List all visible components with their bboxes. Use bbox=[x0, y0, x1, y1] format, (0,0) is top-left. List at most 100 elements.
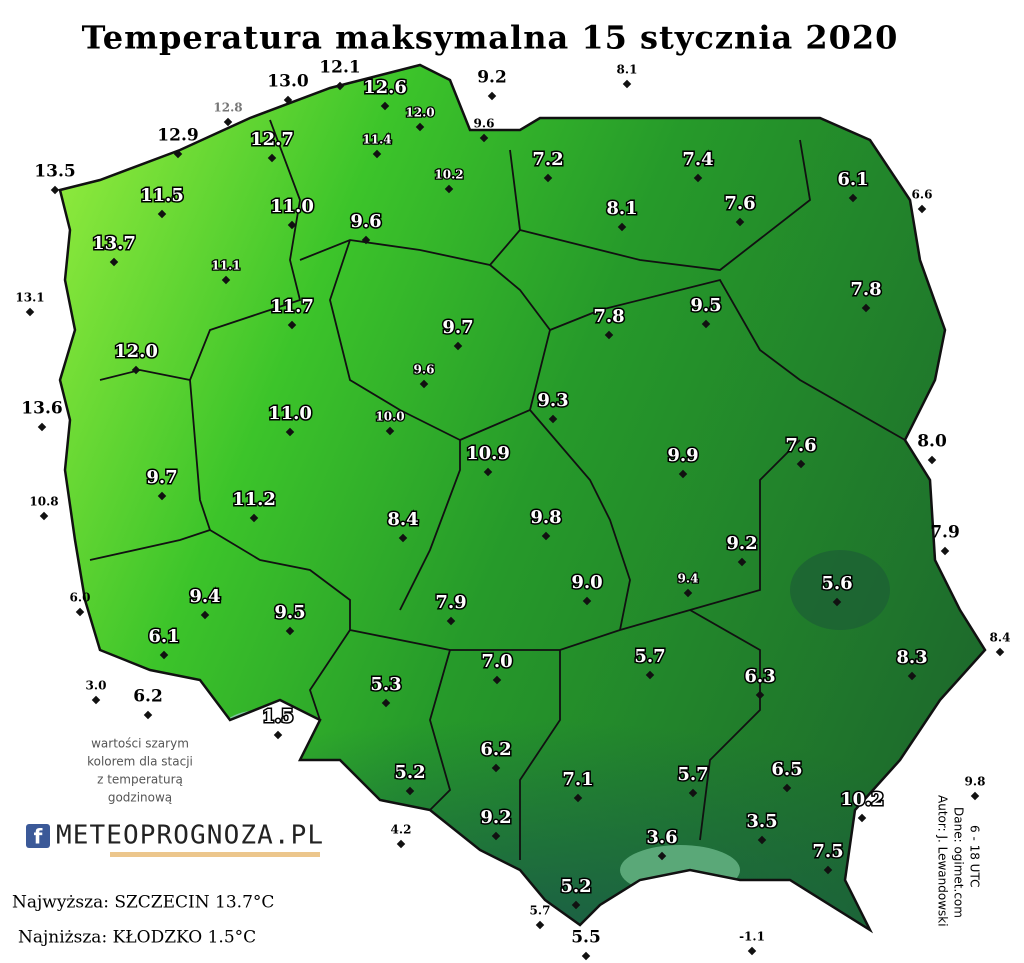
station-dot bbox=[857, 813, 867, 823]
note-line: godzinową bbox=[108, 791, 172, 805]
station-value: 6.2 bbox=[133, 687, 163, 707]
station-value: 9.6 bbox=[414, 363, 435, 377]
station-value: 11.0 bbox=[270, 196, 314, 217]
note: wartości szarym kolorem dla stacji z tem… bbox=[87, 737, 193, 805]
station-value: 9.3 bbox=[537, 390, 568, 411]
logo-text: METEOPROGNOZA.PL bbox=[56, 821, 322, 851]
station-dot bbox=[604, 330, 614, 340]
station-dot bbox=[361, 235, 371, 245]
station-dot bbox=[285, 626, 295, 636]
station-value: 13.1 bbox=[15, 291, 44, 305]
station-dot bbox=[823, 865, 833, 875]
station-dot bbox=[995, 647, 1005, 657]
station-value: 11.7 bbox=[270, 296, 314, 317]
station-value: 9.0 bbox=[571, 572, 602, 593]
station-dot bbox=[479, 133, 489, 143]
station-value: 9.9 bbox=[667, 445, 698, 466]
station-value: 9.7 bbox=[442, 317, 473, 338]
stations: 12.1 13.0 12.6 9.2 8.1 12.8 12.0 12.7 11.4 9.6 12.… bbox=[15, 58, 1010, 961]
station-dot bbox=[907, 671, 917, 681]
station-dot bbox=[415, 122, 425, 132]
station-dot bbox=[927, 455, 937, 465]
station-dot bbox=[287, 320, 297, 330]
station-dot bbox=[372, 149, 382, 159]
station-dot bbox=[405, 786, 415, 796]
station-dot bbox=[492, 675, 502, 685]
station-value: 9.4 bbox=[189, 586, 220, 607]
station-value: 5.7 bbox=[530, 904, 551, 918]
station-dot bbox=[221, 275, 231, 285]
note-line: wartości szarym bbox=[91, 737, 189, 751]
station-dot bbox=[39, 511, 49, 521]
station-value: 3.6 bbox=[646, 827, 677, 848]
station-dot bbox=[385, 426, 395, 436]
station-value: 13.6 bbox=[21, 399, 62, 419]
station-dot bbox=[419, 379, 429, 389]
station-value: 7.8 bbox=[593, 306, 624, 327]
station-dot bbox=[940, 546, 950, 556]
station-dot bbox=[381, 698, 391, 708]
station-value: 12.6 bbox=[363, 77, 407, 98]
station-value: 7.9 bbox=[930, 523, 960, 543]
station-value: 12.7 bbox=[250, 129, 294, 150]
station-dot bbox=[283, 95, 293, 105]
station-dot bbox=[737, 557, 747, 567]
station-value: 5.2 bbox=[560, 876, 591, 897]
station-value: 7.2 bbox=[532, 149, 563, 170]
map-title: Temperatura maksymalna 15 stycznia 2020 bbox=[82, 19, 899, 57]
station-dot bbox=[380, 101, 390, 111]
station-value: 11.5 bbox=[140, 185, 184, 206]
logo-icon-bg bbox=[26, 824, 50, 848]
station-value: 9.4 bbox=[678, 572, 699, 586]
station-dot bbox=[796, 459, 806, 469]
station-dot bbox=[75, 607, 85, 617]
station-dot bbox=[861, 303, 871, 313]
station-value: 13.0 bbox=[267, 72, 309, 92]
station-value: 12.9 bbox=[157, 126, 198, 146]
logo: f METEOPROGNOZA.PL bbox=[26, 821, 324, 857]
station-dot bbox=[683, 588, 693, 598]
station-value: 10.2 bbox=[434, 168, 463, 182]
station-dot bbox=[37, 422, 47, 432]
station-value: 7.1 bbox=[562, 769, 593, 790]
station-value: 5.3 bbox=[370, 674, 401, 695]
station-dot bbox=[917, 204, 927, 214]
station-dot bbox=[287, 220, 297, 230]
station-value: 8.1 bbox=[606, 198, 637, 219]
note-line: kolorem dla stacji bbox=[87, 755, 193, 769]
station-value: 6.1 bbox=[837, 169, 868, 190]
station-value: 6.5 bbox=[771, 759, 802, 780]
station-value: 6.6 bbox=[912, 188, 933, 202]
station-value: 7.6 bbox=[724, 193, 755, 214]
station-dot bbox=[688, 788, 698, 798]
station-value: 11.1 bbox=[211, 259, 240, 273]
station-value: 5.6 bbox=[821, 573, 852, 594]
station-dot bbox=[143, 710, 153, 720]
station-dot bbox=[571, 900, 581, 910]
station-value: 8.4 bbox=[990, 631, 1011, 645]
station-dot bbox=[581, 951, 591, 961]
station-value: 9.8 bbox=[965, 775, 986, 789]
credits: Autor: J. Lewandowski Dane: ogimet.com 6… bbox=[936, 795, 982, 927]
station-value: 6.3 bbox=[744, 666, 775, 687]
station-value: 7.6 bbox=[785, 435, 816, 456]
station-dot bbox=[173, 149, 183, 159]
station-dot bbox=[970, 791, 980, 801]
station-dot bbox=[398, 533, 408, 543]
lowest: Najniższa: KŁODZKO 1.5°C bbox=[18, 928, 256, 948]
station-dot bbox=[491, 763, 501, 773]
highest: Najwyższa: SZCZECIN 13.7°C bbox=[12, 893, 274, 913]
station-dot bbox=[487, 91, 497, 101]
station-value: 9.5 bbox=[690, 295, 721, 316]
station-value: 9.2 bbox=[726, 533, 757, 554]
station-dot bbox=[541, 531, 551, 541]
station-dot bbox=[109, 257, 119, 267]
station-dot bbox=[273, 730, 283, 740]
credit-line: Autor: J. Lewandowski bbox=[936, 795, 950, 927]
credit-line: 6 - 18 UTC bbox=[968, 825, 982, 887]
credit-line: Dane: ogimet.com bbox=[952, 807, 966, 918]
station-value: 7.0 bbox=[481, 651, 512, 672]
station-dot bbox=[573, 793, 583, 803]
station-value: 9.5 bbox=[274, 602, 305, 623]
